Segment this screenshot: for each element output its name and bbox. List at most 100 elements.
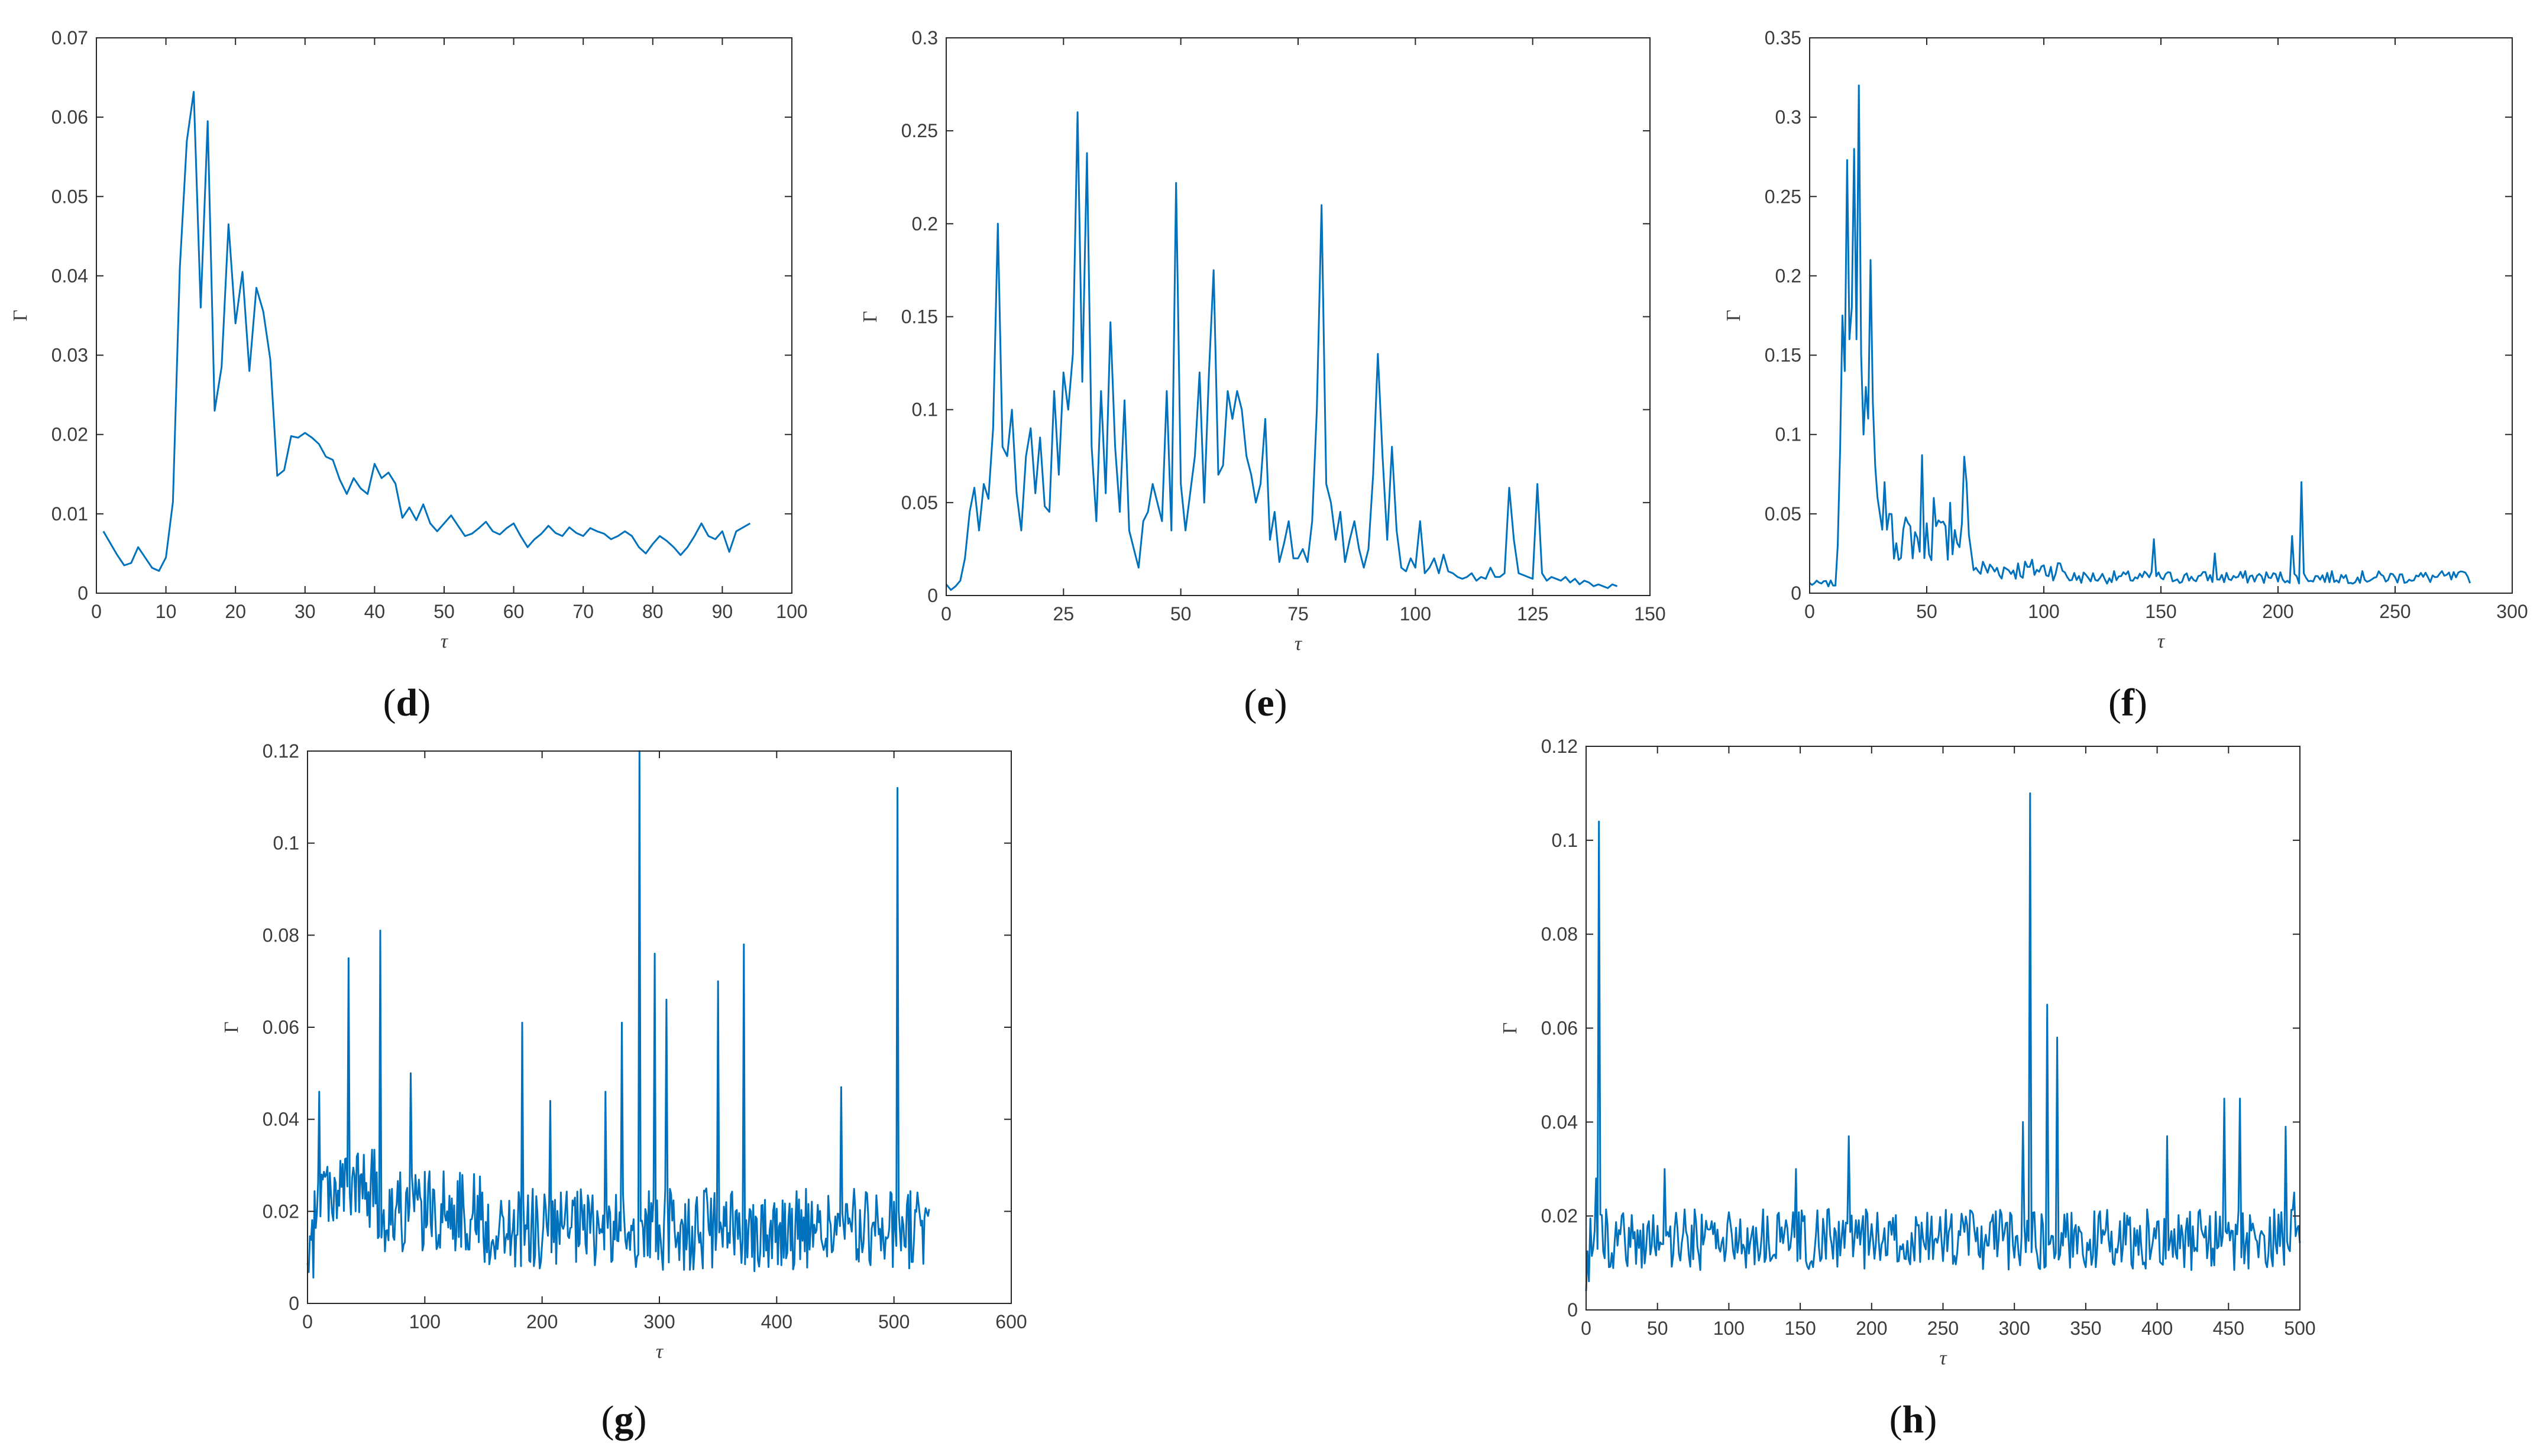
y-tick-label: 0.3 xyxy=(912,27,938,48)
x-axis-label: τ xyxy=(441,630,449,652)
y-tick-label: 0.35 xyxy=(1765,27,1801,48)
y-tick-label: 0.15 xyxy=(1765,345,1801,366)
x-tick-label: 150 xyxy=(1634,603,1665,625)
y-tick-label: 0 xyxy=(1567,1299,1578,1321)
x-tick-label: 100 xyxy=(409,1311,441,1332)
x-tick-label: 80 xyxy=(642,601,664,622)
y-tick-label: 0.1 xyxy=(912,399,938,420)
y-tick-label: 0.12 xyxy=(263,740,299,762)
x-tick-label: 40 xyxy=(364,601,386,622)
series-line-d xyxy=(102,90,751,572)
x-tick-label: 10 xyxy=(156,601,177,622)
x-tick-label: 50 xyxy=(1647,1318,1668,1339)
y-tick-label: 0.08 xyxy=(263,924,299,946)
x-tick-label: 0 xyxy=(91,601,102,622)
x-tick-label: 100 xyxy=(776,601,807,622)
x-tick-label: 100 xyxy=(2028,601,2059,622)
x-tick-label: 200 xyxy=(1856,1318,1887,1339)
y-tick-label: 0.08 xyxy=(1541,924,1578,945)
x-tick-label: 350 xyxy=(2070,1318,2101,1339)
y-tick-label: 0.25 xyxy=(1765,186,1801,207)
x-tick-label: 250 xyxy=(2379,601,2410,622)
y-tick-label: 0.07 xyxy=(51,27,88,48)
x-tick-label: 150 xyxy=(2145,601,2176,622)
x-tick-label: 30 xyxy=(295,601,316,622)
y-axis-label: Γ xyxy=(221,1021,242,1033)
y-axis-label: Γ xyxy=(859,311,881,323)
x-tick-label: 600 xyxy=(995,1311,1027,1332)
x-tick-label: 0 xyxy=(302,1311,313,1332)
panel-e: 0 25 50 75 100 125 150 0 0.05 0.1 0.15 0.2 0.25 0.3 τ Γ… xyxy=(859,27,1666,724)
x-tick-label: 400 xyxy=(761,1311,792,1332)
y-tick-label: 0.3 xyxy=(1775,106,1801,128)
y-tick-label: 0 xyxy=(289,1293,299,1314)
x-tick-label: 50 xyxy=(433,601,455,622)
x-tick-label: 250 xyxy=(1927,1318,1959,1339)
series-line-f xyxy=(1809,85,2471,587)
y-tick-label: 0.1 xyxy=(1552,830,1578,851)
panel-caption-f: (f) xyxy=(2108,681,2147,724)
panel-g: 0 100 200 300 400 500 600 0 0.02 0.04 0.06 0.08 0.1 0… xyxy=(221,740,1027,1441)
y-axis-label: Γ xyxy=(9,310,31,322)
y-tick-label: 0.12 xyxy=(1541,736,1578,757)
y-tick-label: 0.02 xyxy=(51,424,88,445)
panel-caption-e: (e) xyxy=(1244,681,1287,724)
y-tick-label: 0 xyxy=(77,583,88,604)
x-tick-label: 300 xyxy=(643,1311,675,1332)
y-tick-label: 0.04 xyxy=(1541,1111,1578,1133)
x-tick-label: 0 xyxy=(1581,1318,1591,1339)
y-tick-label: 0.02 xyxy=(263,1201,299,1222)
panel-h: 0 50 100 150 200 250 300 350 400 450 500 0 0.02 0.04 0… xyxy=(1499,736,2316,1441)
panel-d: 0 10 20 30 40 50 60 70 80 90 100 0 0.01 0.02 0.03 0.04 0… xyxy=(9,27,808,724)
plot-frame-e xyxy=(946,37,1651,596)
x-tick-label: 400 xyxy=(2141,1318,2173,1339)
y-tick-label: 0.06 xyxy=(263,1017,299,1038)
y-tick-label: 0.04 xyxy=(263,1109,299,1130)
x-tick-label: 0 xyxy=(1804,601,1815,622)
y-tick-label: 0.05 xyxy=(1765,503,1801,525)
y-tick-label: 0.04 xyxy=(51,265,88,286)
plot-frame-h xyxy=(1586,746,2300,1311)
x-axis-label: τ xyxy=(1295,633,1303,655)
y-tick-label: 0.1 xyxy=(1775,424,1801,445)
panel-caption-d: (d) xyxy=(383,681,431,724)
x-tick-label: 25 xyxy=(1053,603,1075,625)
y-tick-label: 0.05 xyxy=(901,492,938,513)
x-tick-label: 125 xyxy=(1517,603,1548,625)
x-tick-label: 90 xyxy=(712,601,733,622)
y-tick-label: 0.2 xyxy=(912,213,938,234)
x-tick-label: 70 xyxy=(572,601,594,622)
x-tick-label: 100 xyxy=(1400,603,1431,625)
y-tick-label: 0.02 xyxy=(1541,1205,1578,1227)
x-tick-label: 100 xyxy=(1713,1318,1745,1339)
y-tick-label: 0.06 xyxy=(51,106,88,128)
x-tick-label: 20 xyxy=(225,601,246,622)
x-tick-label: 75 xyxy=(1287,603,1309,625)
y-tick-label: 0.25 xyxy=(901,120,938,141)
plot-frame-f xyxy=(1809,37,2513,594)
y-tick-label: 0 xyxy=(1791,583,1801,604)
y-tick-label: 0.15 xyxy=(901,306,938,328)
y-tick-label: 0 xyxy=(927,585,938,606)
x-tick-label: 300 xyxy=(1999,1318,2030,1339)
y-tick-label: 0.01 xyxy=(51,503,88,525)
x-tick-label: 0 xyxy=(941,603,952,625)
x-tick-label: 300 xyxy=(2496,601,2528,622)
x-tick-label: 450 xyxy=(2213,1318,2244,1339)
y-axis-label: Γ xyxy=(1723,310,1745,322)
panel-caption-h: (h) xyxy=(1889,1398,1937,1441)
x-tick-label: 60 xyxy=(503,601,525,622)
x-tick-label: 500 xyxy=(878,1311,910,1332)
y-tick-label: 0.1 xyxy=(273,833,299,854)
series-line-e xyxy=(945,111,1618,591)
y-tick-label: 0.06 xyxy=(1541,1018,1578,1039)
x-tick-label: 500 xyxy=(2284,1318,2315,1339)
panel-f: 0 50 100 150 200 250 300 0 0.05 0.1 0.15 0.2 0.25 0.3… xyxy=(1723,27,2528,724)
y-tick-label: 0.05 xyxy=(51,186,88,207)
x-axis-label: τ xyxy=(656,1341,664,1363)
x-axis-label: τ xyxy=(2157,630,2166,652)
x-tick-label: 50 xyxy=(1916,601,1937,622)
x-tick-label: 200 xyxy=(2262,601,2293,622)
x-axis-label: τ xyxy=(1939,1347,1947,1369)
